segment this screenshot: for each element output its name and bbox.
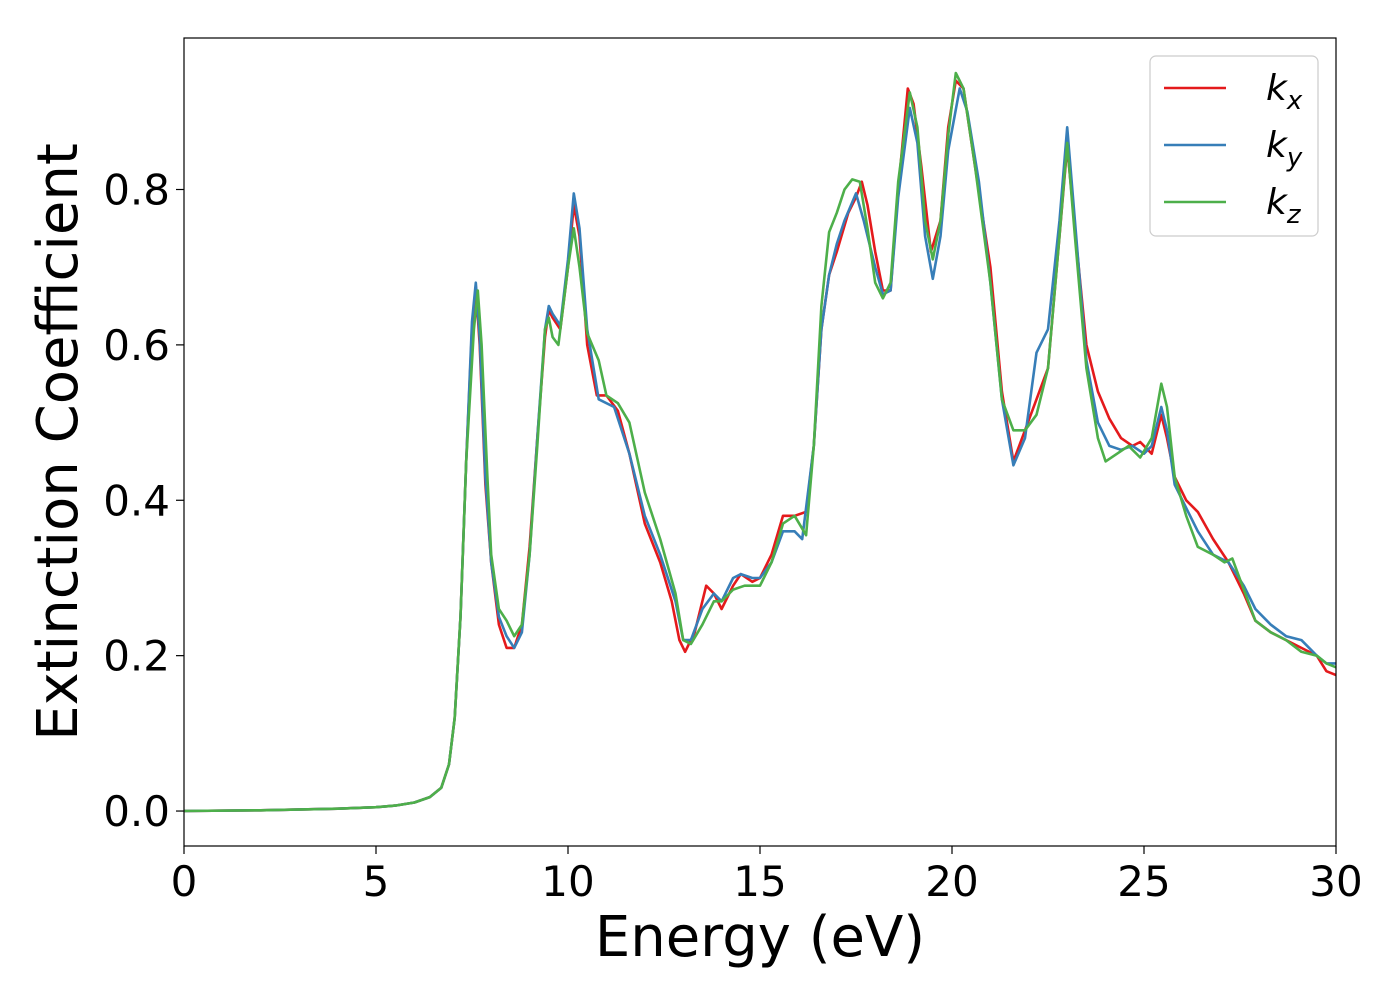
y-axis: 0.0 0.2 0.4 0.6 0.8	[103, 166, 184, 836]
x-tick-label: 0	[171, 857, 198, 906]
x-axis: 0 5 10 15 20 25 30	[171, 846, 1363, 906]
y-tick-label: 0.4	[103, 476, 170, 525]
series-line-z	[183, 71, 1337, 813]
legend-label-x: kx	[1266, 68, 1303, 116]
y-tick-label: 0.8	[103, 166, 170, 215]
x-tick-label: 5	[363, 857, 390, 906]
x-tick-label: 25	[1117, 857, 1170, 906]
y-tick-label: 0.0	[103, 787, 170, 836]
x-axis-label: Energy (eV)	[595, 905, 925, 970]
x-tick-label: 30	[1309, 857, 1362, 906]
x-tick-label: 20	[925, 857, 978, 906]
y-axis-label: Extinction Coefficient	[26, 143, 91, 741]
legend-box	[1149, 55, 1319, 237]
legend-label-y: ky	[1266, 125, 1303, 173]
y-tick-label: 0.6	[103, 321, 170, 370]
y-tick-label: 0.2	[103, 632, 170, 681]
x-tick-label: 10	[541, 857, 594, 906]
x-tick-label: 15	[733, 857, 786, 906]
series-layer	[183, 71, 1337, 813]
